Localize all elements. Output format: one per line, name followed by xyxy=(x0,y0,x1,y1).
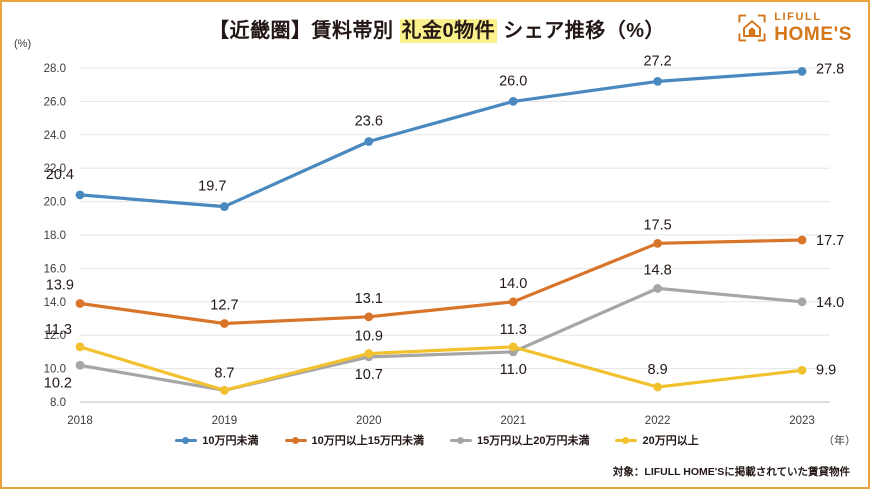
series-points xyxy=(75,66,807,395)
title-highlight: 礼金0物件 xyxy=(399,19,498,43)
data-label: 23.6 xyxy=(355,113,383,129)
chart-plot-area: 8.0 10.0 12.0 14.0 16.0 18.0 20.0 22.0 24.0 26.0 2… xyxy=(2,54,868,426)
data-point xyxy=(364,312,374,322)
data-label: 11.3 xyxy=(500,322,527,338)
y-tick-label: 10.0 xyxy=(44,364,66,376)
data-label: 20.4 xyxy=(46,167,74,183)
data-point xyxy=(364,137,374,146)
y-axis-ticks: 8.0 10.0 12.0 14.0 16.0 18.0 20.0 22.0 24.0 26.0 2… xyxy=(44,63,66,409)
x-tick-label: 2022 xyxy=(645,415,671,426)
legend-item[interactable]: 20万円以上 xyxy=(615,432,699,448)
data-label: 8.7 xyxy=(214,365,234,381)
y-tick-label: 26.0 xyxy=(44,96,66,108)
data-point xyxy=(653,284,662,293)
y-tick-label: 14.0 xyxy=(44,297,66,309)
legend-label: 20万円以上 xyxy=(642,435,699,447)
y-tick-label: 28.0 xyxy=(44,63,66,75)
data-label: 17.7 xyxy=(816,233,844,249)
legend-label: 15万円以上20万円未満 xyxy=(477,435,590,447)
title-prefix: 【近畿圏】賃料帯別 xyxy=(208,20,400,42)
data-point xyxy=(220,202,229,212)
page-title: 【近畿圏】賃料帯別 礼金0物件 シェア推移（%） xyxy=(2,14,868,43)
series-line xyxy=(78,69,804,209)
data-label: 10.9 xyxy=(355,329,383,345)
x-tick-label: 2018 xyxy=(67,415,93,426)
house-icon xyxy=(737,13,767,43)
data-label: 14.8 xyxy=(643,262,671,278)
data-label: 13.1 xyxy=(355,291,383,307)
data-label: 26.0 xyxy=(499,73,527,89)
data-point xyxy=(797,297,807,307)
title-suffix: シェア推移（%） xyxy=(497,20,666,42)
data-label: 10.7 xyxy=(355,367,383,383)
data-point xyxy=(653,238,662,248)
data-point xyxy=(797,66,807,76)
data-point xyxy=(653,382,662,392)
data-point xyxy=(797,365,807,375)
data-label: 13.9 xyxy=(46,277,74,293)
line-chart-svg: 8.010.012.014.016.018.020.022.024.026.02… xyxy=(44,54,845,426)
y-tick-label: 22.0 xyxy=(44,163,66,175)
series-line xyxy=(78,345,804,392)
series-line xyxy=(78,238,804,326)
lifull-homes-logo: LIFULL HOME'S xyxy=(737,12,852,44)
y-tick-label: 8.0 xyxy=(50,397,66,409)
gridlines xyxy=(80,67,830,403)
legend-item[interactable]: 10万円以上15万円未満 xyxy=(284,432,424,448)
data-label: 11.3 xyxy=(45,322,72,338)
data-point xyxy=(508,297,518,307)
data-label: 12.7 xyxy=(210,298,238,314)
series-data-labels: 20.4 19.7 23.6 26.0 27.2 27.8 13.9 12.7 13.1 14.0… xyxy=(44,54,844,391)
data-point xyxy=(797,235,807,245)
legend-marker-icon xyxy=(450,436,472,445)
y-tick-label: 24.0 xyxy=(44,130,66,142)
data-label: 9.9 xyxy=(816,362,836,378)
data-point xyxy=(508,97,518,106)
x-axis-ticks: 2018 2019 2020 2021 2022 2023 xyxy=(67,415,815,426)
x-tick-label: 2020 xyxy=(356,415,382,426)
data-label: 14.0 xyxy=(816,295,844,311)
data-point xyxy=(75,360,85,370)
data-label: 19.7 xyxy=(198,179,226,195)
logo-homes-text: HOME'S xyxy=(774,24,852,45)
y-tick-label: 12.0 xyxy=(44,330,66,342)
y-tick-label: 16.0 xyxy=(44,263,66,275)
data-label: 8.9 xyxy=(648,362,668,378)
x-tick-label: 2023 xyxy=(789,415,815,426)
data-label: 11.0 xyxy=(500,362,527,378)
data-label: 27.8 xyxy=(816,61,844,77)
legend-label: 10万円以上15万円未満 xyxy=(311,435,424,447)
legend-marker-icon xyxy=(175,436,198,445)
x-axis-unit-label: （年） xyxy=(823,435,856,447)
data-point xyxy=(653,76,662,86)
x-tick-label: 2021 xyxy=(500,415,526,426)
data-point xyxy=(220,319,229,328)
data-point xyxy=(364,349,374,358)
data-point xyxy=(75,190,85,200)
legend-item[interactable]: 10万円未満 xyxy=(175,432,259,448)
legend-marker-icon xyxy=(615,436,638,445)
data-point xyxy=(220,385,229,395)
legend-item[interactable]: 15万円以上20万円未満 xyxy=(450,432,589,448)
chart-legend: 10万円未満 10万円以上15万円未満 15万円以上20万円未満 20万円以上 xyxy=(2,432,868,448)
y-tick-label: 18.0 xyxy=(44,230,66,242)
logo-wordmark: LIFULL HOME'S xyxy=(774,11,852,45)
data-label: 17.5 xyxy=(643,217,671,233)
data-label: 10.2 xyxy=(44,375,72,391)
x-tick-label: 2019 xyxy=(212,415,238,426)
data-point xyxy=(75,299,85,308)
y-axis-unit-label: (%) xyxy=(14,38,32,50)
data-point xyxy=(75,342,85,352)
series-lines xyxy=(78,69,804,392)
y-tick-label: 20.0 xyxy=(44,197,66,209)
data-label: 14.0 xyxy=(499,276,527,292)
series-line xyxy=(78,286,804,392)
source-note: 対象：LIFULL HOME'Sに掲載されていた賃貸物件 xyxy=(612,466,850,478)
logo-lifull-text: LIFULL xyxy=(774,11,822,23)
legend-marker-icon xyxy=(284,436,307,445)
legend-label: 10万円未満 xyxy=(202,435,259,447)
data-point xyxy=(508,342,518,352)
data-label: 27.2 xyxy=(643,54,671,69)
